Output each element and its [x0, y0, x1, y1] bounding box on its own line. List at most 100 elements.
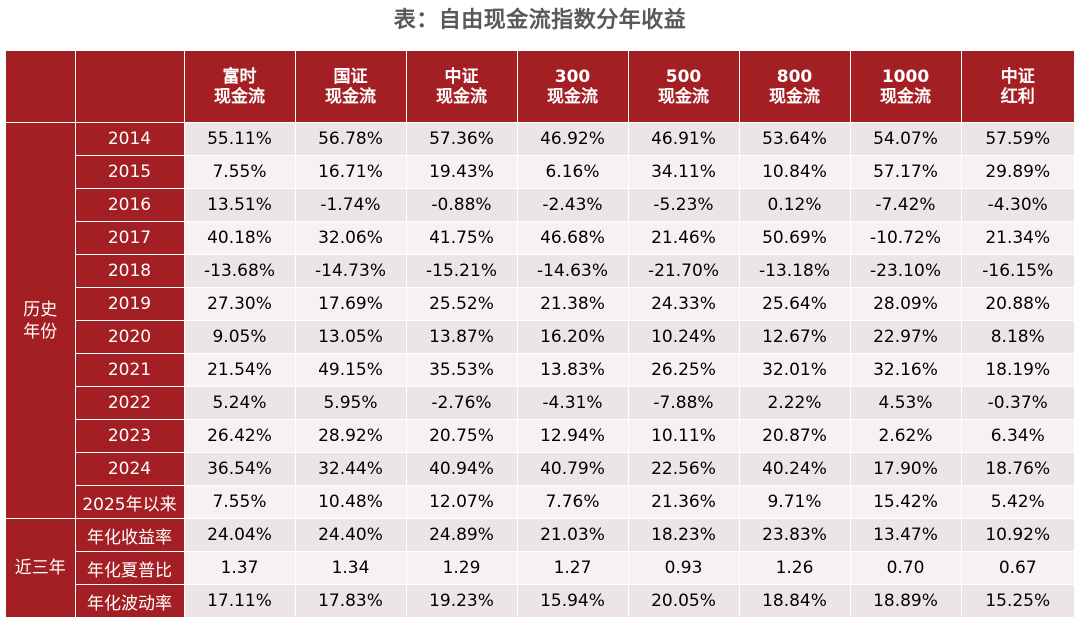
table-row: 2022 5.24% 5.95% -2.76% -4.31% -7.88% 2.22% 4.5…: [6, 386, 1074, 420]
table-cell: 7.55%: [184, 155, 296, 189]
table-cell: -2.76%: [406, 386, 518, 420]
table-cell: 1.27: [517, 551, 629, 585]
table-cell: 20.05%: [628, 584, 740, 618]
table-cell: -13.18%: [739, 254, 851, 288]
table-cell: 21.46%: [628, 221, 740, 255]
table-cell: 21.36%: [628, 485, 740, 519]
table-cell: -21.70%: [628, 254, 740, 288]
table-cell: 1.26: [739, 551, 851, 585]
row-label: 2015: [75, 155, 185, 189]
table-title: 表：自由现金流指数分年收益: [393, 8, 687, 33]
table-row: 2021 21.54% 49.15% 35.53% 13.83% 26.25% 32.01%…: [6, 353, 1074, 387]
table-cell: -4.30%: [961, 188, 1074, 222]
table-cell: 32.16%: [850, 353, 962, 387]
table-row: 2015 7.55% 16.71% 19.43% 6.16% 34.11% 10.84% 57…: [6, 155, 1074, 189]
table-cell: 19.23%: [406, 584, 518, 618]
row-label: 2021: [75, 353, 185, 387]
table-cell: -14.73%: [295, 254, 407, 288]
table-cell: 18.76%: [961, 452, 1074, 486]
header-row: 富时 现金流 国证 现金流 中证 现金流 300 现金流 500 现金流 800 现金流 1…: [6, 51, 1074, 123]
group-label-history: 历史年份: [6, 122, 76, 519]
table-cell: -0.37%: [961, 386, 1074, 420]
table-row: 2018 -13.68% -14.73% -15.21% -14.63% -21.70% -…: [6, 254, 1074, 288]
table-cell: -4.31%: [517, 386, 629, 420]
table-cell: -10.72%: [850, 221, 962, 255]
row-label: 2018: [75, 254, 185, 288]
table-cell: 46.91%: [628, 122, 740, 156]
table-cell: 29.89%: [961, 155, 1074, 189]
table-cell: 17.11%: [184, 584, 296, 618]
table-cell: 57.36%: [406, 122, 518, 156]
row-label: 2016: [75, 188, 185, 222]
table-cell: 5.95%: [295, 386, 407, 420]
table-cell: 24.33%: [628, 287, 740, 321]
header-corner-label: [75, 51, 185, 123]
table-cell: 13.87%: [406, 320, 518, 354]
table-cell: 36.54%: [184, 452, 296, 486]
table-cell: -13.68%: [184, 254, 296, 288]
table-cell: 56.78%: [295, 122, 407, 156]
table-cell: 40.94%: [406, 452, 518, 486]
table-cell: 17.83%: [295, 584, 407, 618]
table-cell: 20.87%: [739, 419, 851, 453]
row-label: 2025年以来: [75, 485, 185, 519]
table-cell: 22.97%: [850, 320, 962, 354]
table-row: 历史年份 2014 55.11% 56.78% 57.36% 46.92% 46.91% 53…: [6, 122, 1074, 519]
table-cell: 19.43%: [406, 155, 518, 189]
table-cell: 10.48%: [295, 485, 407, 519]
table-cell: -15.21%: [406, 254, 518, 288]
column-header: 500 现金流: [628, 51, 740, 123]
row-label: 2023: [75, 419, 185, 453]
column-header: 富时 现金流: [184, 51, 296, 123]
table-row: 年化夏普比 1.37 1.34 1.29 1.27 0.93 1.26 0.70 0.67: [6, 551, 1074, 585]
table-row: 2025年以来 7.55% 10.48% 12.07% 7.76% 21.36% 9.71%…: [6, 485, 1074, 519]
table-cell: 15.25%: [961, 584, 1074, 618]
table-cell: -14.63%: [517, 254, 629, 288]
table-cell: 40.18%: [184, 221, 296, 255]
table-row: 年化波动率 17.11% 17.83% 19.23% 15.94% 20.05% 18.84…: [6, 584, 1074, 618]
table-cell: 13.05%: [295, 320, 407, 354]
table-cell: 34.11%: [628, 155, 740, 189]
row-label: 2019: [75, 287, 185, 321]
table-cell: 1.37: [184, 551, 296, 585]
table-cell: 21.38%: [517, 287, 629, 321]
table-cell: 26.25%: [628, 353, 740, 387]
table-cell: 10.92%: [961, 518, 1074, 552]
column-header: 300 现金流: [517, 51, 629, 123]
table-row: 2024 36.54% 32.44% 40.94% 40.79% 22.56% 40.24%…: [6, 452, 1074, 486]
table-cell: 16.71%: [295, 155, 407, 189]
table-cell: 25.64%: [739, 287, 851, 321]
table-cell: 0.93: [628, 551, 740, 585]
table-cell: 12.94%: [517, 419, 629, 453]
row-label: 2022: [75, 386, 185, 420]
table-cell: 20.75%: [406, 419, 518, 453]
table-cell: 27.30%: [184, 287, 296, 321]
table-cell: 55.11%: [184, 122, 296, 156]
table-cell: 12.07%: [406, 485, 518, 519]
table-cell: 8.18%: [961, 320, 1074, 354]
table-cell: 17.90%: [850, 452, 962, 486]
column-header: 1000 现金流: [850, 51, 962, 123]
table-cell: 10.24%: [628, 320, 740, 354]
table-cell: 32.44%: [295, 452, 407, 486]
table-cell: 0.67: [961, 551, 1074, 585]
column-header: 国证 现金流: [295, 51, 407, 123]
row-label: 2020: [75, 320, 185, 354]
row-label: 2017: [75, 221, 185, 255]
row-label: 2024: [75, 452, 185, 486]
table-cell: 1.29: [406, 551, 518, 585]
table-cell: 0.12%: [739, 188, 851, 222]
table-cell: 53.64%: [739, 122, 851, 156]
header-corner-group: [6, 51, 76, 123]
table-cell: -7.42%: [850, 188, 962, 222]
table-cell: 0.70: [850, 551, 962, 585]
table-cell: 23.83%: [739, 518, 851, 552]
table-cell: 15.94%: [517, 584, 629, 618]
table-row: 2023 26.42% 28.92% 20.75% 12.94% 10.11% 20.87%…: [6, 419, 1074, 453]
table-cell: 6.34%: [961, 419, 1074, 453]
row-label: 年化夏普比: [75, 551, 185, 585]
table-cell: 57.59%: [961, 122, 1074, 156]
column-header: 中证 红利: [961, 51, 1074, 123]
table-cell: -7.88%: [628, 386, 740, 420]
table-cell: 32.06%: [295, 221, 407, 255]
